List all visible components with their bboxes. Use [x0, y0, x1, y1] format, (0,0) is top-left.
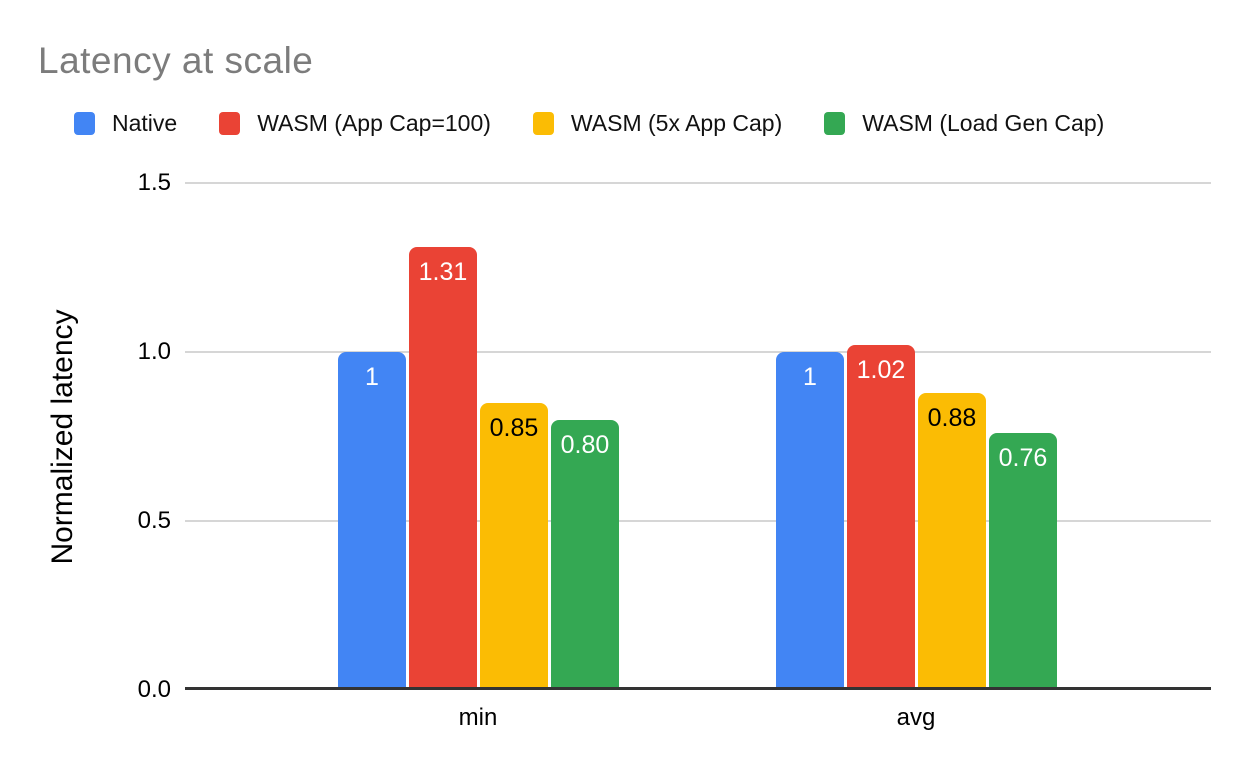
legend-item-0: Native [74, 110, 177, 137]
legend-swatch-icon [219, 112, 241, 135]
bar-avg-wasm-load-gen-cap: 0.76 [989, 433, 1057, 690]
legend-label: Native [112, 110, 178, 136]
bar-min-wasm-load-gen-cap: 0.80 [551, 420, 619, 690]
plot-area: 0.0 0.5 1.0 1.5 1 1.31 0.85 0.80 min 1 1.02 0.88 0.7… [138, 171, 1211, 731]
bar-value-label: 0.85 [489, 414, 539, 442]
gridline-1.0 [185, 351, 1211, 353]
legend: Native WASM (App Cap=100) WASM (5x App Cap… [74, 110, 1104, 137]
y-tick-label-1.5: 1.5 [137, 169, 171, 196]
legend-label: WASM (5x App Cap) [570, 110, 783, 136]
bar-min-wasm-5x-app-cap: 0.85 [480, 403, 548, 690]
y-tick-label-0.5: 0.5 [137, 507, 171, 534]
gridline-1.5 [185, 182, 1211, 184]
x-category-label-min: min [458, 704, 498, 731]
legend-label: WASM (Load Gen Cap) [862, 110, 1105, 136]
bar-value-label: 1 [803, 363, 817, 391]
bar-value-label: 1.02 [856, 356, 906, 384]
legend-swatch-icon [74, 112, 95, 135]
bar-avg-native: 1 [776, 352, 844, 690]
legend-item-3: WASM (Load Gen Cap) [824, 110, 1104, 137]
bar-avg-wasm-5x-app-cap: 0.88 [918, 393, 986, 690]
legend-label: WASM (App Cap=100) [257, 110, 491, 136]
legend-item-2: WASM (5x App Cap) [532, 110, 783, 137]
y-tick-label-1.0: 1.0 [137, 338, 171, 365]
legend-swatch-icon [532, 112, 554, 135]
bar-value-label: 0.76 [998, 444, 1048, 472]
x-axis-line [185, 687, 1211, 690]
bar-min-wasm-app-cap-100: 1.31 [409, 247, 477, 690]
bar-value-label: 0.80 [560, 431, 610, 459]
y-axis-title: Normalized latency [46, 309, 79, 565]
bar-min-native: 1 [338, 352, 406, 690]
legend-item-1: WASM (App Cap=100) [219, 110, 491, 137]
chart-title: Latency at scale [38, 40, 314, 81]
y-tick-label-0.0: 0.0 [137, 676, 171, 703]
bar-value-label: 1.31 [418, 258, 468, 286]
bar-avg-wasm-app-cap-100: 1.02 [847, 345, 915, 690]
legend-swatch-icon [824, 112, 846, 135]
bar-value-label: 0.88 [927, 404, 977, 432]
gridline-0.5 [185, 520, 1211, 522]
x-category-label-avg: avg [896, 704, 936, 731]
bar-value-label: 1 [365, 363, 379, 391]
